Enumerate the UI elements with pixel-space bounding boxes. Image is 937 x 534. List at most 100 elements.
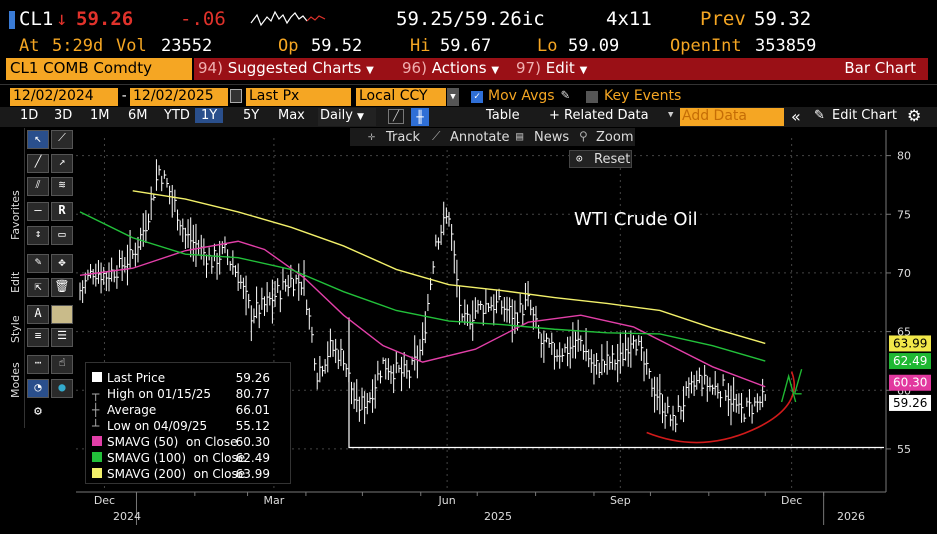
edit-chart-button[interactable]: Edit Chart <box>832 108 898 123</box>
legend-label: Average <box>107 403 157 417</box>
open-interest-value: 353859 <box>755 36 817 56</box>
key-events-checkbox[interactable] <box>586 91 598 103</box>
start-date-field[interactable]: 12/02/2024 <box>10 88 118 106</box>
price-tag-label: 60.30 <box>893 376 927 390</box>
at-label: At <box>19 36 40 56</box>
period-1m[interactable]: 1M <box>90 108 110 123</box>
edit-menu[interactable]: 97) Edit ▼ <box>516 59 606 77</box>
news-button[interactable]: News <box>534 130 570 145</box>
cursor-icon[interactable]: ↖ <box>27 130 49 149</box>
chevron-down-icon[interactable]: ▼ <box>668 110 674 120</box>
period-1d[interactable]: 1D <box>20 108 39 123</box>
security-field[interactable]: CL1 COMB Comdty <box>6 58 192 80</box>
y-tick-label: 75 <box>897 208 911 221</box>
period-ytd[interactable]: YTD <box>164 108 190 123</box>
menu-divider <box>0 84 937 85</box>
chart-type-label: Bar Chart <box>844 59 916 77</box>
support-line <box>348 317 884 449</box>
color-swatch-icon[interactable] <box>51 305 73 324</box>
table-button[interactable]: Table <box>486 108 520 123</box>
year-label: 2024 <box>113 510 141 523</box>
collapse-icon[interactable]: « <box>791 107 801 126</box>
brush-icon[interactable]: ✎ <box>27 254 49 273</box>
chevron-down-icon: ▼ <box>357 112 364 122</box>
vol-value: 23552 <box>161 36 213 56</box>
edit-number: 97) <box>516 59 541 77</box>
net-change: -.06 <box>180 8 226 30</box>
annotate-button[interactable]: Annotate <box>450 130 510 145</box>
price-tag-bg <box>889 353 931 370</box>
pencil-icon[interactable]: ✎ <box>561 87 570 103</box>
legend-box: Last Price 59.26 ┬ High on 01/15/25 80.77… <box>85 362 291 484</box>
legend-swatch <box>92 452 102 462</box>
frequency-value: Daily <box>320 108 353 123</box>
gear-icon[interactable]: ⚙ <box>907 106 922 125</box>
news-icon[interactable]: ▤ <box>516 129 524 143</box>
year-label: 2026 <box>837 510 865 523</box>
open-interest-label: OpenInt <box>670 36 742 56</box>
vertical-line-icon[interactable]: ↕ <box>27 226 49 245</box>
track-button[interactable]: Track <box>386 130 421 145</box>
horizontal-line-icon[interactable]: — <box>27 202 49 221</box>
period-3d[interactable]: 3D <box>54 108 73 123</box>
line-style-icon[interactable]: ≡ <box>27 328 49 347</box>
trend-line-icon[interactable]: ╱ <box>27 154 49 173</box>
end-date-field[interactable]: 12/02/2025 <box>130 88 228 106</box>
related-data-button[interactable]: + Related Data <box>549 108 649 123</box>
ticker: CL1 <box>19 8 54 30</box>
sparkline <box>250 10 326 27</box>
settings-gear-icon[interactable]: ⚙ <box>34 404 42 419</box>
move-icon[interactable]: ✥ <box>51 254 73 273</box>
rectangle-icon[interactable]: ▭ <box>51 226 73 245</box>
crosshair-mode-icon[interactable]: ⋯ <box>27 355 49 374</box>
chevron-down-icon: ▼ <box>366 65 374 76</box>
mov-avgs-checkbox[interactable]: ✓ <box>471 91 483 103</box>
period-1y-active[interactable]: 1Y <box>195 108 224 123</box>
price-tag-bg <box>889 374 931 391</box>
pencil-icon[interactable]: ✎ <box>814 108 825 123</box>
date-range-separator: - <box>120 88 129 104</box>
calendar-icon[interactable] <box>230 89 242 103</box>
font-icon[interactable]: A <box>27 305 49 324</box>
select-icon[interactable]: ⇱ <box>27 278 49 297</box>
line-width-icon[interactable]: ☰ <box>51 328 73 347</box>
menu-bar: 94) Suggested Charts ▼ 96) Actions ▼ 97)… <box>194 58 928 80</box>
chart-title[interactable]: WTI Crude Oil <box>574 209 698 230</box>
prev-label: Prev <box>700 8 746 30</box>
crosshair-icon[interactable]: ✛ <box>368 129 376 143</box>
line-chart-icon[interactable]: ╱ <box>388 109 404 124</box>
price-tag-label: 59.26 <box>893 396 927 410</box>
price-tag-label: 63.99 <box>893 336 927 350</box>
zoom-button[interactable]: Zoom <box>596 130 634 145</box>
draw-line-icon[interactable]: ⟋ <box>51 130 73 149</box>
actions-menu[interactable]: 96) Actions ▼ <box>402 59 512 77</box>
period-6m[interactable]: 6M <box>128 108 148 123</box>
frequency-selector[interactable]: Daily ▼ <box>318 108 376 126</box>
zoom-icon[interactable]: ⚲ <box>579 129 588 143</box>
currency-dropdown-button[interactable]: ▼ <box>447 88 459 106</box>
cycle-mode-icon[interactable]: ◔ <box>27 379 49 398</box>
field-selector[interactable]: Last Px <box>246 88 351 106</box>
annotate-icon[interactable]: ⟋ <box>432 129 441 143</box>
security-indicator <box>9 11 15 29</box>
currency-selector[interactable]: Local CCY <box>356 88 446 106</box>
suggested-charts-menu[interactable]: 94) Suggested Charts ▼ <box>198 59 398 77</box>
year-label: 2025 <box>484 510 512 523</box>
legend-value: 60.30 <box>235 435 270 449</box>
trash-icon[interactable]: 🗑 <box>51 278 73 297</box>
period-max[interactable]: Max <box>278 108 305 123</box>
ray-icon[interactable]: ↗ <box>51 154 73 173</box>
palette-icon[interactable]: ● <box>51 379 73 398</box>
reset-button[interactable]: ⊙ Reset <box>569 150 632 168</box>
add-data-input[interactable]: Add Data <box>680 108 784 126</box>
pointer-mode-icon[interactable]: ☝ <box>51 355 73 374</box>
fibonacci-icon[interactable]: ≋ <box>51 177 73 196</box>
period-5y[interactable]: 5Y <box>243 108 260 123</box>
x-tick-label: Mar <box>264 494 285 507</box>
at-time: 5:29d <box>52 36 104 56</box>
bar-chart-icon[interactable]: ╫ <box>411 108 429 126</box>
text-tool-icon[interactable]: R <box>51 202 73 221</box>
channel-icon[interactable]: ⫽ <box>27 177 49 196</box>
high-label: Hi <box>410 36 431 56</box>
